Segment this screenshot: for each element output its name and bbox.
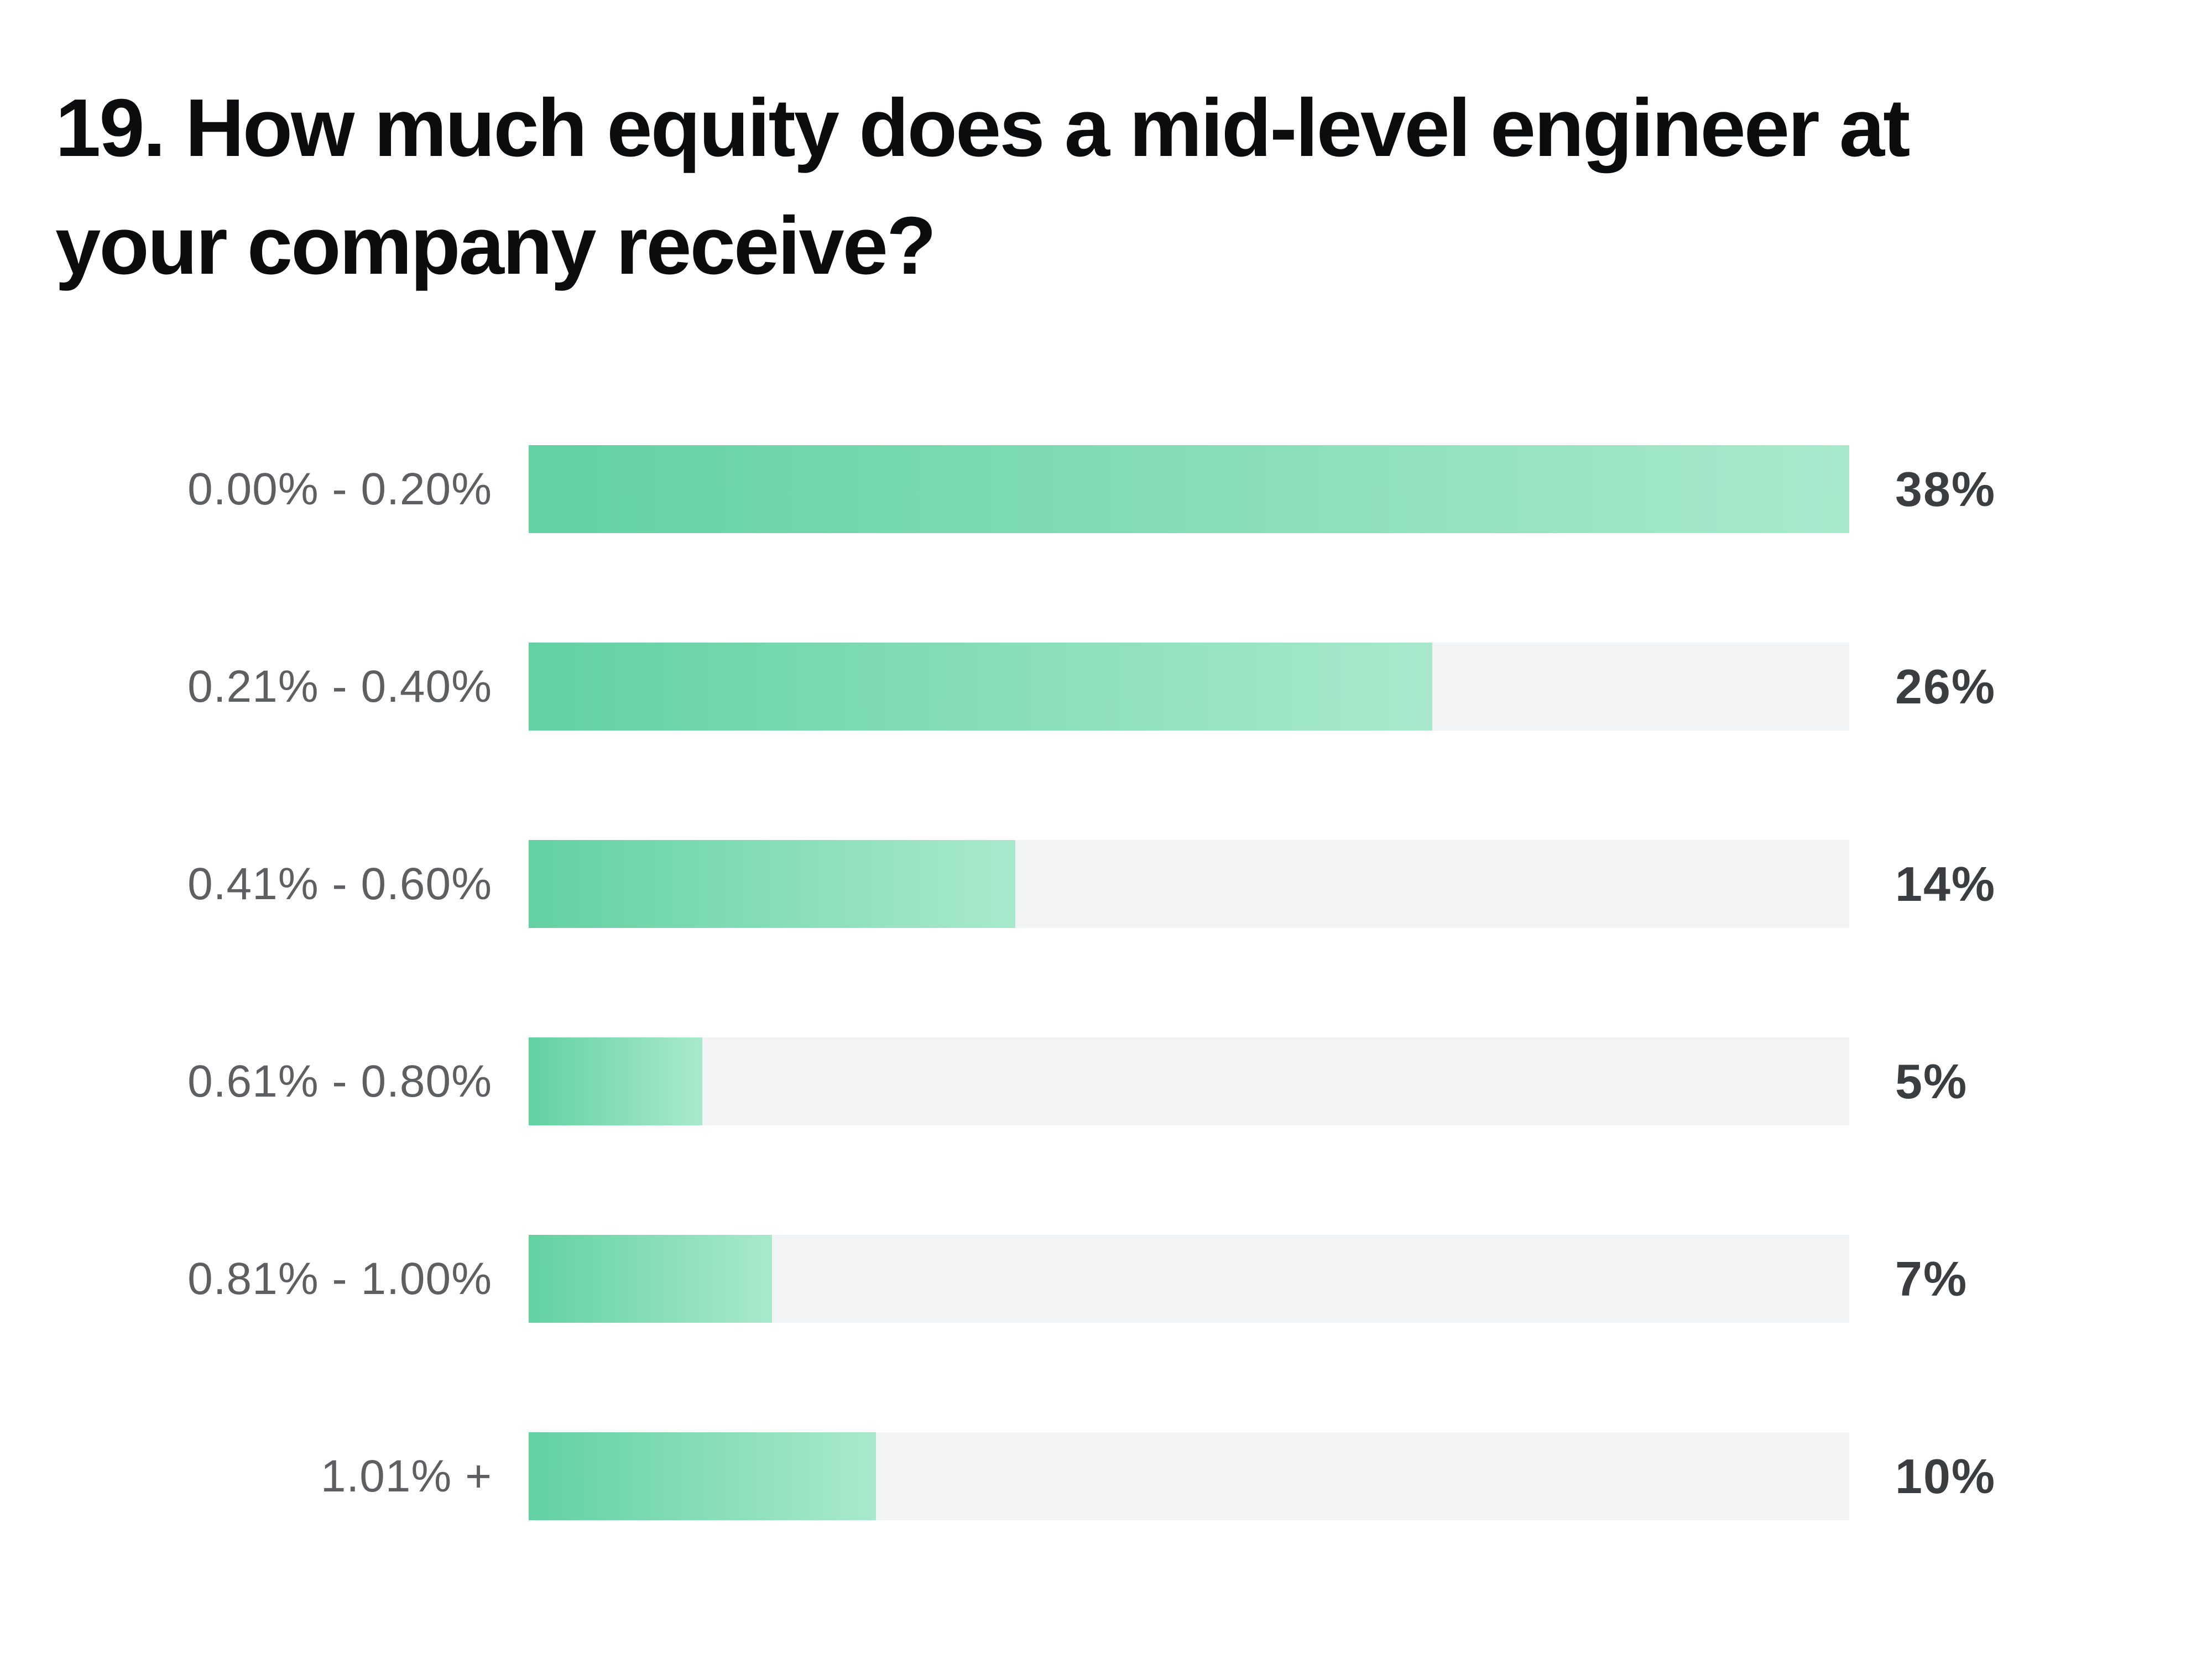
- bar-row: 0.41% - 0.60% 14%: [55, 840, 2190, 928]
- value-label: 38%: [1895, 461, 1996, 517]
- bar-track: [529, 445, 1849, 533]
- bar-fill: [529, 445, 1849, 533]
- category-label: 1.01% +: [320, 1451, 492, 1501]
- bar-row: 0.00% - 0.20% 38%: [55, 445, 2190, 533]
- value-label: 7%: [1895, 1251, 1968, 1306]
- bar-track: [529, 1432, 1849, 1520]
- bar-track: [529, 643, 1849, 731]
- bar-track: [529, 1235, 1849, 1323]
- value-label: 14%: [1895, 856, 1996, 911]
- category-label: 0.41% - 0.60%: [187, 858, 492, 909]
- category-label: 0.81% - 1.00%: [187, 1253, 492, 1304]
- bar-track: [529, 1037, 1849, 1125]
- value-label: 5%: [1895, 1053, 1968, 1109]
- bar-chart: 0.00% - 0.20% 38% 0.21% - 0.40% 26% 0.41…: [55, 445, 2190, 1630]
- bar-row: 0.61% - 0.80% 5%: [55, 1037, 2190, 1125]
- bar-fill: [529, 1432, 877, 1520]
- bar-fill: [529, 1037, 703, 1125]
- bar-row: 1.01% + 10%: [55, 1432, 2190, 1520]
- value-label: 10%: [1895, 1448, 1996, 1504]
- value-label: 26%: [1895, 659, 1996, 714]
- category-label: 0.61% - 0.80%: [187, 1056, 492, 1107]
- bar-fill: [529, 643, 1432, 731]
- bar-fill: [529, 1235, 772, 1323]
- category-label: 0.21% - 0.40%: [187, 661, 492, 712]
- bar-track: [529, 840, 1849, 928]
- bar-row: 0.81% - 1.00% 7%: [55, 1235, 2190, 1323]
- category-label: 0.00% - 0.20%: [187, 463, 492, 514]
- bar-fill: [529, 840, 1015, 928]
- chart-title: 19. How much equity does a mid-level eng…: [55, 82, 1910, 292]
- bar-row: 0.21% - 0.40% 26%: [55, 643, 2190, 731]
